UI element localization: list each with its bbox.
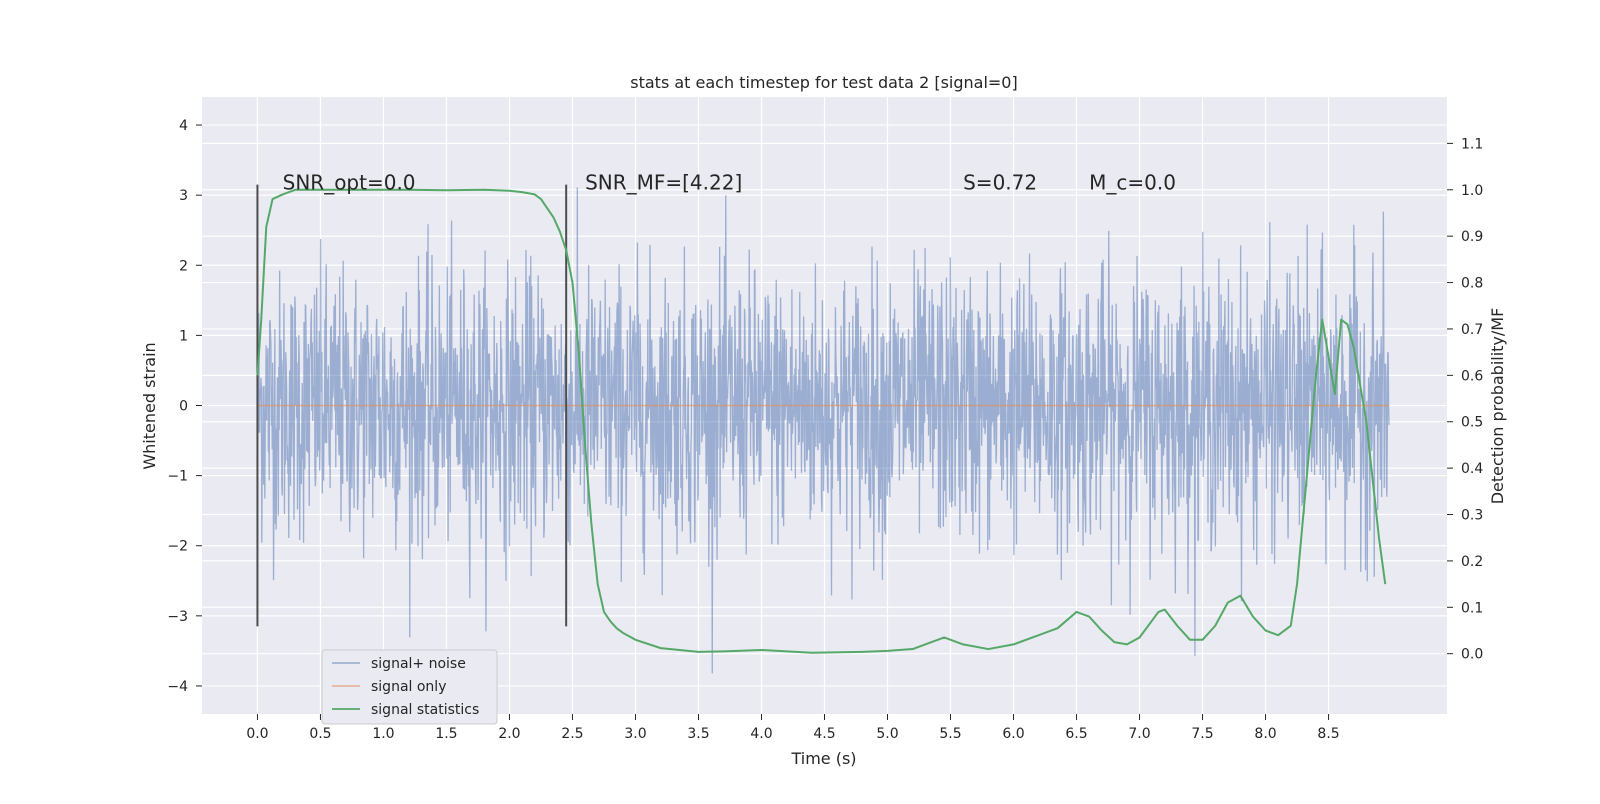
y-axis-label-left: Whitened strain: [140, 342, 159, 469]
y-tick-label-right: 0.5: [1461, 415, 1483, 431]
x-tick-label: 3.0: [624, 726, 646, 742]
annotation-snr-opt: SNR_opt=0.0: [283, 171, 416, 195]
x-tick-label: 1.5: [435, 726, 457, 742]
y-tick-label-left: 1: [179, 328, 188, 344]
stats-line: [256, 188, 1387, 654]
y-tick-label-left: 4: [179, 118, 188, 134]
x-tick-label: 6.5: [1065, 726, 1087, 742]
y-tick-label-left: 2: [179, 258, 188, 274]
x-tick-label: 3.5: [687, 726, 709, 742]
y-tick-label-left: −4: [167, 679, 188, 695]
legend: signal+ noise signal only signal statist…: [321, 649, 498, 725]
y-tick-label-right: 0.0: [1461, 647, 1483, 663]
y-tick-label-right: 0.7: [1461, 322, 1483, 338]
legend-label-noise: signal+ noise: [371, 656, 466, 672]
x-tick-label: 2.5: [561, 726, 583, 742]
y-tick-label-left: −1: [167, 469, 188, 485]
y-tick-label-right: 0.1: [1461, 600, 1483, 616]
axis-ticks: 0.0 0.5 1.0 1.5 2.0 2.5 3.0 3.5 4.0 4.5 5.0 5.5 6.0 6…: [167, 118, 1483, 742]
annotation-s: S=0.72: [963, 171, 1037, 195]
legend-label-stats: signal statistics: [371, 702, 479, 718]
y-tick-label-left: −3: [167, 609, 188, 625]
series-signal-noise: [256, 187, 1390, 674]
x-tick-label: 0.0: [246, 726, 268, 742]
y-tick-label-left: 3: [179, 188, 188, 204]
noise-trace: [256, 187, 1390, 674]
series-signal-statistics: [256, 188, 1387, 654]
annotations: SNR_opt=0.0 SNR_MF=[4.22] S=0.72 M_c=0.0: [283, 171, 1176, 195]
x-tick-label: 8.0: [1254, 726, 1276, 742]
y-tick-label-right: 0.6: [1461, 368, 1483, 384]
y-tick-label-right: 0.4: [1461, 461, 1483, 477]
x-tick-label: 6.0: [1002, 726, 1024, 742]
x-tick-label: 7.5: [1191, 726, 1213, 742]
legend-label-signal: signal only: [371, 679, 446, 695]
annotation-mc: M_c=0.0: [1089, 171, 1176, 195]
y-tick-label-right: 0.8: [1461, 276, 1483, 292]
x-tick-label: 5.5: [939, 726, 961, 742]
y-tick-label-right: 0.3: [1461, 508, 1483, 524]
x-tick-label: 7.0: [1128, 726, 1150, 742]
y-axis-label-right: Detection probability/MF: [1488, 308, 1507, 505]
y-tick-label-right: 1.0: [1461, 183, 1483, 199]
y-tick-label-right: 0.9: [1461, 229, 1483, 245]
y-tick-label-right: 1.1: [1461, 136, 1483, 152]
y-tick-label-left: −2: [167, 539, 188, 555]
chart-title: stats at each timestep for test data 2 […: [630, 73, 1017, 92]
x-axis-label: Time (s): [790, 749, 856, 768]
x-tick-label: 1.0: [372, 726, 394, 742]
y-tick-label-right: 0.2: [1461, 554, 1483, 570]
x-tick-label: 0.5: [309, 726, 331, 742]
marker-lines: [256, 184, 568, 627]
x-tick-label: 8.5: [1317, 726, 1339, 742]
x-tick-label: 2.0: [498, 726, 520, 742]
legend-box: [321, 649, 498, 725]
y-tick-label-left: 0: [179, 399, 188, 415]
x-tick-label: 5.0: [876, 726, 898, 742]
x-tick-label: 4.5: [813, 726, 835, 742]
x-tick-label: 4.0: [750, 726, 772, 742]
annotation-snr-mf: SNR_MF=[4.22]: [585, 171, 742, 195]
